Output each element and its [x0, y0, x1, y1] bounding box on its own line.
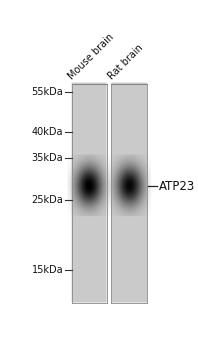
- Text: 25kDa: 25kDa: [31, 195, 63, 205]
- Text: 15kDa: 15kDa: [31, 265, 63, 275]
- Text: ATP23: ATP23: [159, 180, 195, 193]
- Text: Mouse brain: Mouse brain: [66, 32, 116, 81]
- Text: 35kDa: 35kDa: [31, 153, 63, 163]
- Text: 55kDa: 55kDa: [31, 87, 63, 97]
- Text: 40kDa: 40kDa: [32, 127, 63, 137]
- Text: Rat brain: Rat brain: [106, 42, 145, 81]
